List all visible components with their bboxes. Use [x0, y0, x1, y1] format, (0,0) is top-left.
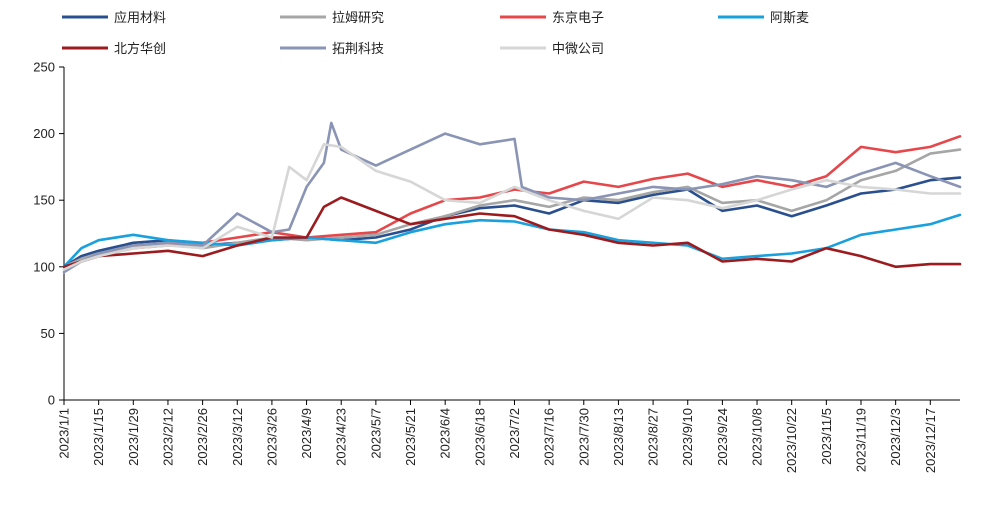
x-tick-label: 2023/10/8 — [750, 408, 765, 466]
x-tick-label: 2023/1/1 — [57, 408, 72, 459]
x-tick-label: 2023/3/26 — [264, 408, 279, 466]
x-tick-label: 2023/12/17 — [923, 408, 938, 473]
y-tick-label: 200 — [33, 126, 55, 141]
y-tick-label: 50 — [41, 326, 55, 341]
x-tick-label: 2023/5/7 — [368, 408, 383, 459]
axes: 0 50 100 150 200 250 2023/1/1 2023/1/15 2023/1/2… — [33, 60, 960, 473]
legend-label: 北方华创 — [114, 41, 166, 57]
x-tick-label: 2023/9/10 — [680, 408, 695, 466]
series-line-2 — [62, 148, 962, 269]
x-tick-label: 2023/7/16 — [542, 408, 557, 466]
legend-label: 阿斯麦 — [770, 11, 809, 26]
series-line-7 — [62, 143, 962, 271]
x-tick-label: 2023/4/23 — [334, 408, 349, 466]
x-tick-label: 2023/2/26 — [195, 408, 210, 466]
x-tick-label: 2023/6/4 — [438, 408, 453, 459]
series-line-6 — [62, 121, 962, 274]
legend-label: 中微公司 — [552, 42, 604, 57]
x-tick-label: 2023/11/5 — [819, 408, 834, 465]
x-tick-label: 2023/6/18 — [472, 408, 487, 466]
x-tick-label: 2023/8/27 — [646, 408, 661, 466]
legend-label: 东京电子 — [552, 11, 604, 26]
series-lines — [62, 121, 962, 274]
x-tick-label: 2023/4/9 — [299, 408, 314, 459]
legend-label: 应用材料 — [114, 10, 166, 26]
legend-label: 拉姆研究 — [332, 11, 384, 26]
x-tick-label: 2023/12/3 — [888, 408, 903, 466]
y-tick-label: 250 — [33, 60, 55, 75]
x-tick-label: 2023/7/30 — [576, 408, 591, 466]
y-tick-label: 0 — [48, 393, 55, 408]
x-tick-label: 2023/9/24 — [715, 408, 730, 466]
y-tick-label: 150 — [33, 193, 55, 208]
x-tick-label: 2023/1/15 — [91, 408, 106, 466]
series-line-5 — [62, 196, 962, 269]
legend-label: 拓荆科技 — [332, 41, 384, 57]
x-tick-label: 2023/2/12 — [160, 408, 175, 466]
x-tick-label: 2023/11/19 — [853, 408, 868, 472]
x-tick-label: 2023/8/13 — [611, 408, 626, 466]
series-line-4 — [62, 213, 962, 269]
x-tick-label: 2023/1/29 — [126, 408, 141, 466]
x-tick-label: 2023/10/22 — [784, 408, 799, 473]
y-tick-label: 100 — [33, 259, 55, 274]
x-tick-label: 2023/7/2 — [507, 408, 522, 459]
x-tick-label: 2023/5/21 — [403, 408, 418, 466]
x-tick-label: 2023/3/12 — [230, 408, 245, 466]
